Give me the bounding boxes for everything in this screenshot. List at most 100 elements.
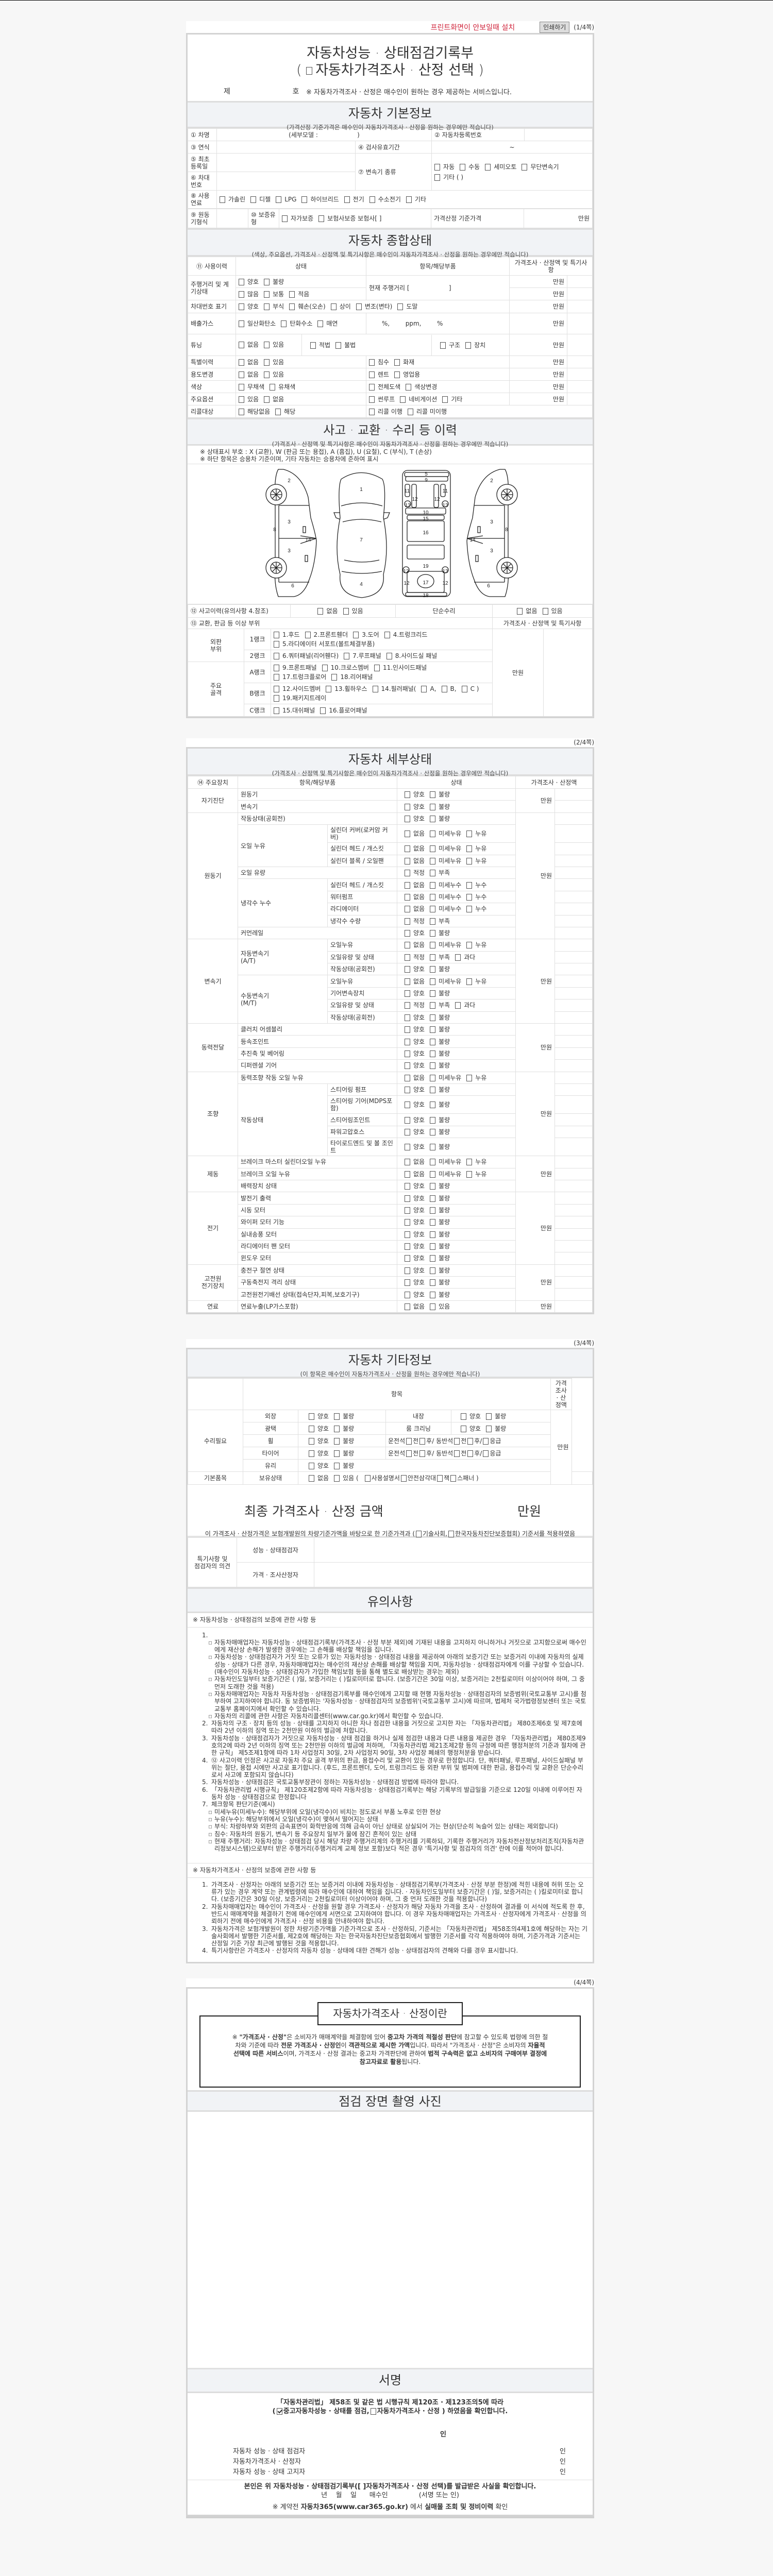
- checkbox[interactable]: [405, 1159, 411, 1166]
- checkbox[interactable]: [430, 1303, 436, 1311]
- checkbox[interactable]: [434, 174, 441, 181]
- checkbox[interactable]: [466, 1171, 473, 1178]
- checkbox[interactable]: [330, 303, 337, 310]
- checkbox[interactable]: [250, 196, 257, 203]
- checkbox[interactable]: [405, 791, 411, 799]
- checkbox[interactable]: [405, 1243, 411, 1250]
- checkbox[interactable]: [343, 608, 349, 615]
- checkbox[interactable]: [264, 291, 270, 298]
- checkbox[interactable]: [369, 196, 375, 203]
- checkbox[interactable]: [430, 918, 436, 925]
- checkbox[interactable]: [239, 359, 244, 366]
- checkbox[interactable]: [386, 653, 392, 659]
- checkbox[interactable]: [466, 978, 473, 985]
- checkbox[interactable]: [430, 906, 436, 913]
- checkbox[interactable]: [405, 1038, 411, 1045]
- checkbox[interactable]: [419, 1437, 426, 1445]
- checkbox[interactable]: [282, 215, 288, 222]
- checkbox[interactable]: [405, 845, 411, 853]
- checkbox[interactable]: [485, 163, 491, 171]
- engineers-society-checkbox[interactable]: [416, 1531, 422, 1538]
- price-field[interactable]: 만원: [515, 812, 556, 940]
- checkbox[interactable]: [450, 1475, 457, 1482]
- checkbox[interactable]: [430, 1279, 436, 1286]
- note-field[interactable]: [567, 355, 593, 368]
- checkbox[interactable]: [309, 1437, 314, 1445]
- checkbox[interactable]: [466, 893, 473, 901]
- checkbox[interactable]: [461, 1413, 466, 1420]
- checkbox[interactable]: [430, 1171, 436, 1178]
- checkbox[interactable]: [405, 1195, 411, 1202]
- year-field[interactable]: [216, 141, 356, 154]
- checkbox[interactable]: [461, 1425, 466, 1432]
- buyer-signature-field[interactable]: (서명 또는 인): [418, 2491, 459, 2499]
- checkbox[interactable]: [397, 303, 404, 310]
- note-field[interactable]: [554, 1300, 593, 1313]
- checkbox[interactable]: [264, 278, 270, 285]
- checkbox[interactable]: [274, 641, 279, 648]
- checkbox[interactable]: [310, 342, 316, 349]
- current-mileage-field[interactable]: 현재 주행거리 [ ]: [366, 275, 510, 300]
- checkbox[interactable]: [405, 831, 411, 838]
- car365-link[interactable]: 자동차365(www.car365.go.kr): [300, 2503, 408, 2511]
- note-field[interactable]: [554, 1179, 593, 1193]
- checkbox[interactable]: [384, 632, 390, 638]
- checkbox[interactable]: [430, 893, 436, 901]
- checkbox[interactable]: [317, 320, 324, 327]
- checkbox[interactable]: [309, 1413, 314, 1420]
- checkbox[interactable]: [406, 1450, 412, 1457]
- checkbox[interactable]: [430, 1087, 436, 1094]
- price-survey-checkbox[interactable]: [306, 67, 313, 75]
- checkbox[interactable]: [522, 163, 528, 171]
- checkbox[interactable]: [369, 408, 375, 415]
- checkbox[interactable]: [405, 918, 411, 925]
- note-field[interactable]: [554, 1276, 593, 1289]
- note-field[interactable]: [554, 890, 593, 904]
- note-field[interactable]: [554, 812, 593, 825]
- note-field[interactable]: [554, 963, 593, 976]
- checkbox[interactable]: [394, 371, 400, 378]
- used-car-inspection-checkbox[interactable]: [276, 2408, 282, 2415]
- checkbox[interactable]: [220, 196, 225, 203]
- appraiser-opinion-field[interactable]: [314, 1562, 593, 1588]
- note-field[interactable]: [554, 939, 593, 952]
- checkbox[interactable]: [466, 845, 473, 853]
- checkbox[interactable]: [405, 1303, 411, 1311]
- signer-seal-field[interactable]: 인: [560, 2468, 566, 2476]
- checkbox[interactable]: [466, 1074, 473, 1081]
- checkbox[interactable]: [274, 665, 279, 671]
- checkbox[interactable]: [467, 1450, 474, 1457]
- checkbox[interactable]: [369, 396, 375, 403]
- note-field[interactable]: [543, 629, 593, 717]
- checkbox[interactable]: [405, 978, 411, 985]
- checkbox[interactable]: [281, 320, 287, 327]
- checkbox[interactable]: [239, 408, 244, 415]
- note-field[interactable]: [554, 926, 593, 940]
- price-field[interactable]: 만원: [515, 788, 556, 813]
- price-field[interactable]: 만원: [509, 300, 567, 313]
- checkbox[interactable]: [430, 1014, 436, 1021]
- checkbox[interactable]: [454, 1437, 460, 1445]
- checkbox[interactable]: [405, 882, 411, 889]
- checkbox[interactable]: [326, 686, 332, 692]
- checkbox[interactable]: [430, 1183, 436, 1190]
- note-field[interactable]: [554, 1138, 593, 1157]
- price-field[interactable]: 만원: [509, 393, 567, 405]
- checkbox[interactable]: [405, 1014, 411, 1021]
- price-field[interactable]: 만원: [515, 1192, 556, 1265]
- price-field[interactable]: 만원: [509, 334, 567, 356]
- price-field[interactable]: 만원: [492, 629, 544, 717]
- checkbox[interactable]: [430, 1144, 436, 1151]
- checkbox[interactable]: [430, 857, 436, 865]
- checkbox[interactable]: [276, 196, 282, 203]
- checkbox[interactable]: [486, 1425, 492, 1432]
- note-field[interactable]: [567, 287, 593, 300]
- checkbox[interactable]: [405, 1074, 411, 1081]
- checkbox[interactable]: [430, 978, 436, 985]
- checkbox[interactable]: [405, 1183, 411, 1190]
- checkbox[interactable]: [405, 966, 411, 973]
- price-field[interactable]: [571, 1471, 593, 1485]
- checkbox[interactable]: [466, 882, 473, 889]
- checkbox[interactable]: [430, 882, 436, 889]
- checkbox[interactable]: [344, 196, 350, 203]
